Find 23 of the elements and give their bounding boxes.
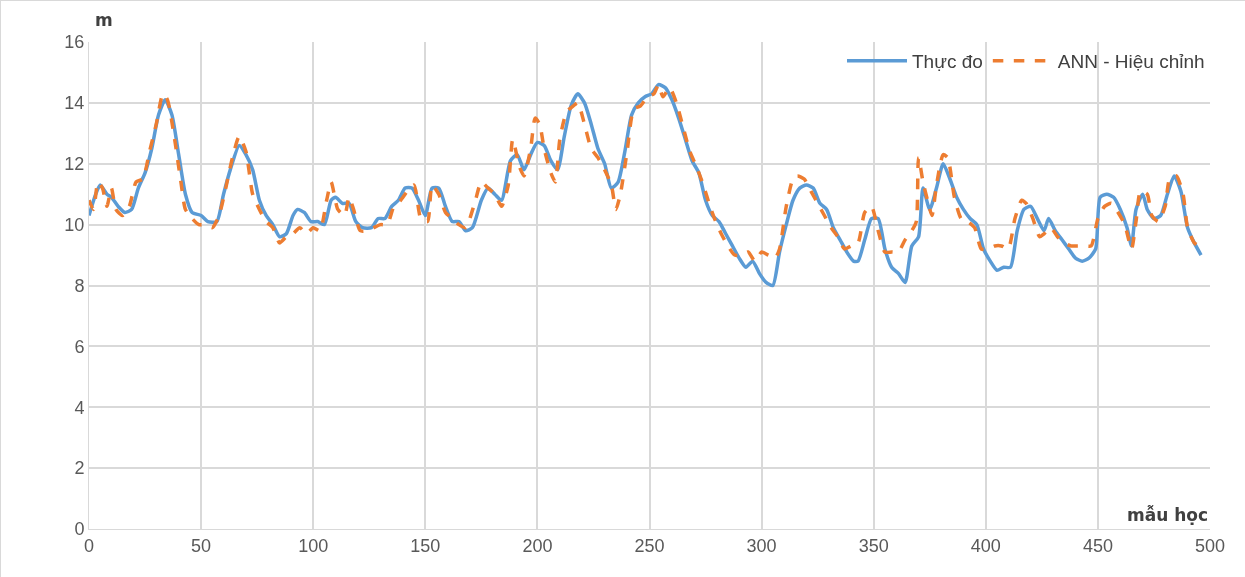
y-tick-label: 12 [64, 154, 85, 175]
y-tick-label: 8 [74, 275, 85, 296]
y-tick-label: 14 [64, 93, 85, 114]
y-tick-label: 2 [74, 458, 85, 479]
y-tick-label: 16 [64, 32, 85, 53]
x-tick-label: 50 [191, 535, 212, 556]
x-tick-label: 250 [634, 535, 665, 556]
legend-label: Thực đo [912, 51, 983, 73]
x-tick-label: 150 [410, 535, 441, 556]
y-tick-label: 6 [74, 336, 85, 357]
x-tick-label: 500 [1194, 535, 1226, 556]
x-tick-label: 100 [298, 535, 329, 556]
legend-label: ANN - Hiệu chỉnh [1057, 51, 1205, 73]
x-tick-label: 400 [970, 535, 1001, 556]
y-tick-label: 10 [64, 214, 85, 235]
x-tick-label: 350 [858, 535, 889, 556]
y-tick-label: 4 [74, 397, 85, 418]
x-tick-label: 300 [746, 535, 777, 556]
x-axis-title: mẫu học [1127, 504, 1209, 525]
x-tick-label: 450 [1082, 535, 1113, 556]
y-axis-title: m [95, 10, 113, 30]
y-tick-label: 0 [74, 519, 85, 540]
x-tick-label: 200 [522, 535, 553, 556]
